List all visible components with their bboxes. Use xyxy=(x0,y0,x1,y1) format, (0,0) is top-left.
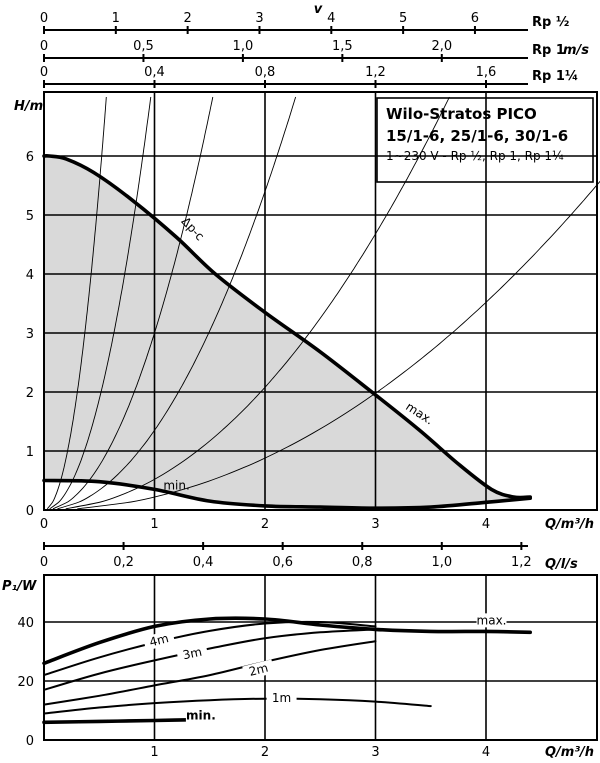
p-tick-label: 40 xyxy=(17,616,34,631)
dp-c-label: Δp-c xyxy=(179,214,207,243)
power-label-group: min. xyxy=(185,708,216,723)
dp-c-curve xyxy=(42,153,532,500)
flow-tick-label: 1,0 xyxy=(431,555,452,570)
q-tick-label: 3 xyxy=(371,517,379,532)
min-curve xyxy=(42,478,532,510)
h-tick-label: 0 xyxy=(26,504,34,519)
pipe-size-label: Rp 1 xyxy=(532,43,565,58)
system-curve xyxy=(77,180,600,510)
q-tick-label: 1 xyxy=(150,517,158,532)
chart-title: Wilo-Stratos PICO xyxy=(386,105,537,123)
system-curve xyxy=(52,96,214,510)
velocity-tick-label: 0 xyxy=(40,65,48,80)
q-tick-label: 3 xyxy=(371,745,379,760)
power-curve-label: 1m xyxy=(272,691,291,705)
q-tick-label: 2 xyxy=(261,745,269,760)
q-tick-label: 0 xyxy=(40,517,48,532)
power-curve-4 xyxy=(43,697,432,715)
power-curve-label: max. xyxy=(477,613,507,627)
velocity-tick-label: 0 xyxy=(40,11,48,26)
power-label-bg xyxy=(176,643,209,664)
power-curve-label: 3m xyxy=(181,645,203,663)
q-tick-label: 4 xyxy=(482,517,490,532)
velocity-tick-label: 1,5 xyxy=(332,39,353,54)
velocity-tick-label: 2 xyxy=(184,11,192,26)
power-label-group: 2m xyxy=(242,659,275,681)
pipe-size-label: Rp ½ xyxy=(532,15,569,30)
q-axis-label: Q/m³/h xyxy=(545,745,594,760)
power-label-bg xyxy=(185,708,216,723)
power-label-group: max. xyxy=(476,613,507,628)
h-tick-label: 5 xyxy=(26,209,34,224)
flow-tick-label: 0,6 xyxy=(272,555,293,570)
power-curve-3 xyxy=(43,640,377,706)
power-curve-label: 2m xyxy=(247,661,269,679)
velocity-tick-label: 1 xyxy=(112,11,120,26)
flow-tick-label: 0 xyxy=(40,555,48,570)
velocity-tick-label: 1,6 xyxy=(476,65,497,80)
min-label: min. xyxy=(163,478,189,492)
p-axis-label: P₁/W xyxy=(2,579,37,594)
velocity-unit-label: m/s xyxy=(563,43,589,58)
lower-plot-frame xyxy=(43,574,598,741)
operating-range-area xyxy=(44,155,531,509)
flow-tick-label: 0,8 xyxy=(352,555,373,570)
h-tick-label: 2 xyxy=(26,386,34,401)
power-label-group: 1m xyxy=(266,691,297,706)
velocity-tick-label: 2,0 xyxy=(431,39,452,54)
h-axis-label: H/m xyxy=(14,99,43,114)
system-curve xyxy=(49,96,152,510)
power-curve-label: 4m xyxy=(148,631,170,649)
flow-tick-label: 0,4 xyxy=(193,555,214,570)
upper-plot-frame xyxy=(43,91,598,511)
power-label-bg xyxy=(242,659,275,681)
velocity-tick-label: 0 xyxy=(40,39,48,54)
power-label-group: 4m xyxy=(142,629,176,651)
power-curve-5 xyxy=(42,717,212,725)
h-tick-label: 1 xyxy=(26,445,34,460)
velocity-tick-label: 3 xyxy=(255,11,263,26)
system-curve xyxy=(46,96,107,510)
h-tick-label: 3 xyxy=(26,327,34,342)
q-tick-label: 1 xyxy=(150,745,158,760)
power-label-group: 3m xyxy=(176,643,209,664)
velocity-tick-label: 0,4 xyxy=(144,65,165,80)
flow-tick-label: 0,2 xyxy=(113,555,134,570)
velocity-tick-label: 5 xyxy=(399,11,407,26)
h-tick-label: 4 xyxy=(26,268,34,283)
pipe-size-label: Rp 1¼ xyxy=(532,69,578,84)
power-curve-1 xyxy=(43,620,377,677)
q-tick-label: 2 xyxy=(261,517,269,532)
p-tick-label: 0 xyxy=(26,734,34,749)
velocity-tick-label: 1,2 xyxy=(365,65,386,80)
q-tick-label: 4 xyxy=(482,745,490,760)
velocity-tick-label: 0,8 xyxy=(255,65,276,80)
p-tick-label: 20 xyxy=(17,675,34,690)
power-label-bg xyxy=(266,691,297,706)
power-curve-label: min. xyxy=(186,708,216,722)
chart-subtitle: 15/1-6, 25/1-6, 30/1-6 xyxy=(386,127,568,145)
power-label-bg xyxy=(142,629,176,651)
flow-axis-label: Q/l/s xyxy=(545,557,578,572)
q-axis-label: Q/m³/h xyxy=(545,517,594,532)
power-label-bg xyxy=(476,613,507,628)
flow-tick-label: 1,2 xyxy=(511,555,532,570)
velocity-tick-label: 1,0 xyxy=(233,39,254,54)
system-curve xyxy=(65,96,450,510)
velocity-tick-label: 0,5 xyxy=(133,39,154,54)
velocity-label: v xyxy=(314,2,323,17)
velocity-tick-label: 4 xyxy=(327,11,335,26)
velocity-tick-label: 6 xyxy=(471,11,479,26)
power-curve-2 xyxy=(43,628,377,691)
system-curve xyxy=(57,96,297,510)
h-tick-label: 6 xyxy=(26,150,34,165)
